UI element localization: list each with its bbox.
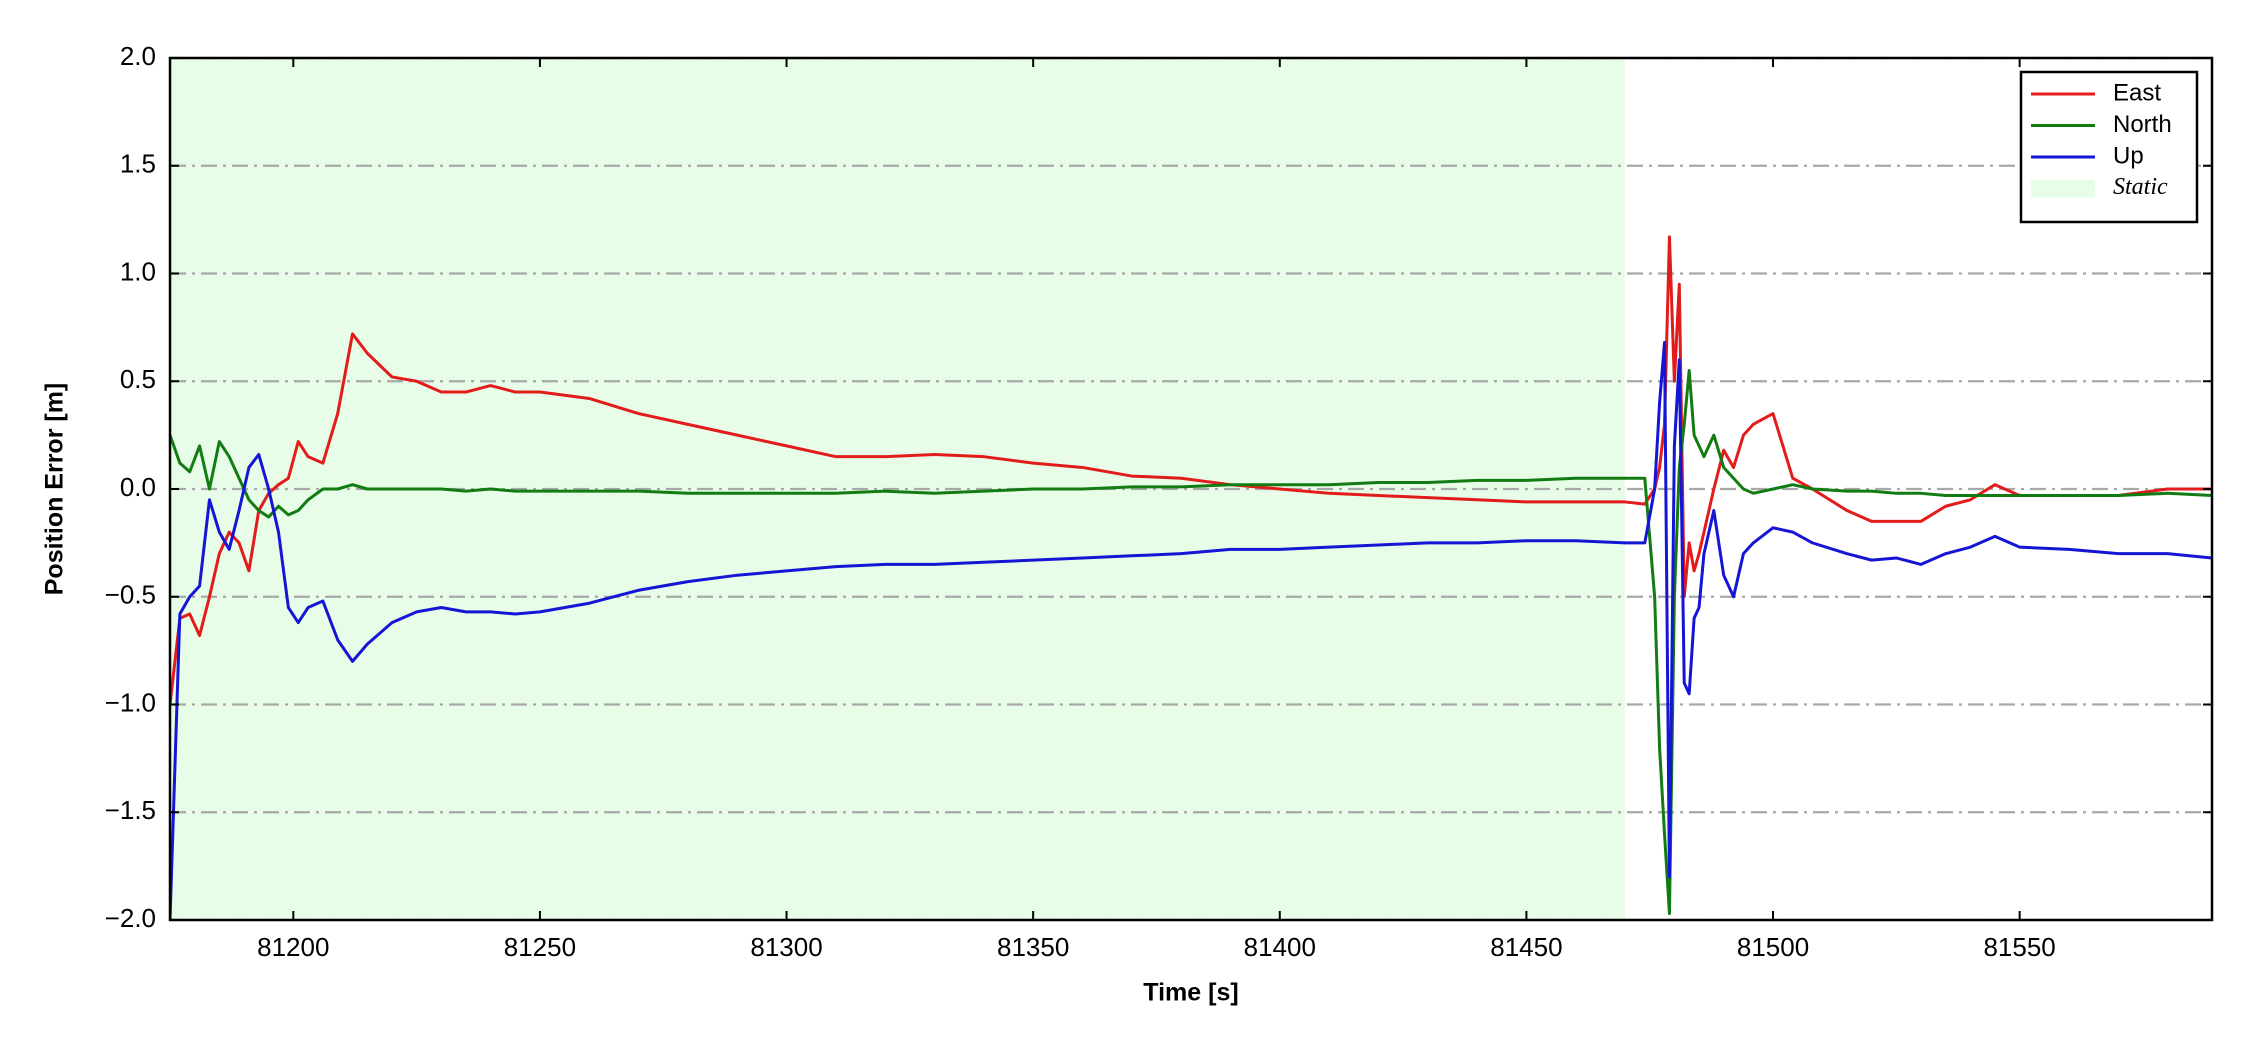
- x-tick-label: 81500: [1737, 932, 1809, 962]
- x-tick-label: 81550: [1983, 932, 2055, 962]
- y-tick-label: 0.5: [120, 364, 156, 394]
- series-line: [170, 368, 2212, 916]
- series-line: [170, 235, 2212, 705]
- x-tick-label: 81350: [997, 932, 1069, 962]
- y-tick-label: 1.0: [120, 256, 156, 286]
- x-tick-label: 81400: [1244, 932, 1316, 962]
- y-tick-label: −0.5: [105, 580, 156, 610]
- data-layer: [170, 235, 2212, 920]
- legend: East North Up Static: [2019, 70, 2199, 224]
- legend-label: Static: [2113, 174, 2168, 200]
- y-tick-label: −1.5: [105, 795, 156, 825]
- series-line: [170, 340, 2212, 920]
- x-tick-label: 81200: [257, 932, 329, 962]
- legend-label: North: [2113, 111, 2172, 138]
- x-axis-label: Time [s]: [1143, 979, 1238, 1007]
- y-tick-label: 0.0: [120, 472, 156, 502]
- legend-label: East: [2113, 79, 2161, 106]
- y-tick-label: −2.0: [105, 903, 156, 933]
- x-tick-label: 81250: [504, 932, 576, 962]
- y-tick-label: 1.5: [120, 149, 156, 179]
- legend-label: Up: [2113, 142, 2144, 169]
- x-tick-label: 81300: [750, 932, 822, 962]
- axis-layer: −2.0 −1.5 −1.0 −0.5 0.0 0.5 1.0 1.5 2.0 81200 8125…: [105, 41, 2212, 962]
- x-tick-label: 81450: [1490, 932, 1562, 962]
- y-axis-label: Position Error [m]: [41, 383, 69, 596]
- legend-swatch: [2031, 179, 2095, 198]
- y-tick-label: −1.0: [105, 687, 156, 717]
- y-tick-label: 2.0: [120, 41, 156, 71]
